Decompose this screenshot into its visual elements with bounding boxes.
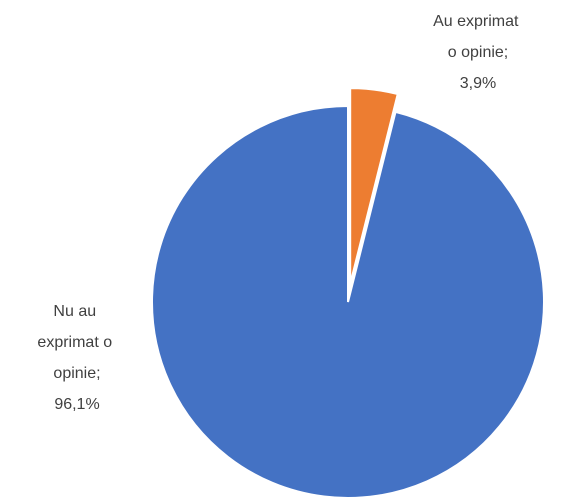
pie-slice (349, 87, 399, 285)
data-label: Nu au exprimat o opinie; 96,1% (37, 303, 116, 413)
label-separator: ; (504, 44, 508, 61)
pie-slice (151, 104, 545, 499)
label-value: 96,1% (54, 396, 99, 413)
label-value: 3,9% (460, 75, 496, 92)
label-category: Nu au exprimat o opinie (37, 303, 116, 382)
data-label: Au exprimat o opinie; 3,9% (433, 13, 523, 92)
label-category: Au exprimat o opinie (433, 13, 523, 61)
label-separator: ; (96, 365, 100, 382)
